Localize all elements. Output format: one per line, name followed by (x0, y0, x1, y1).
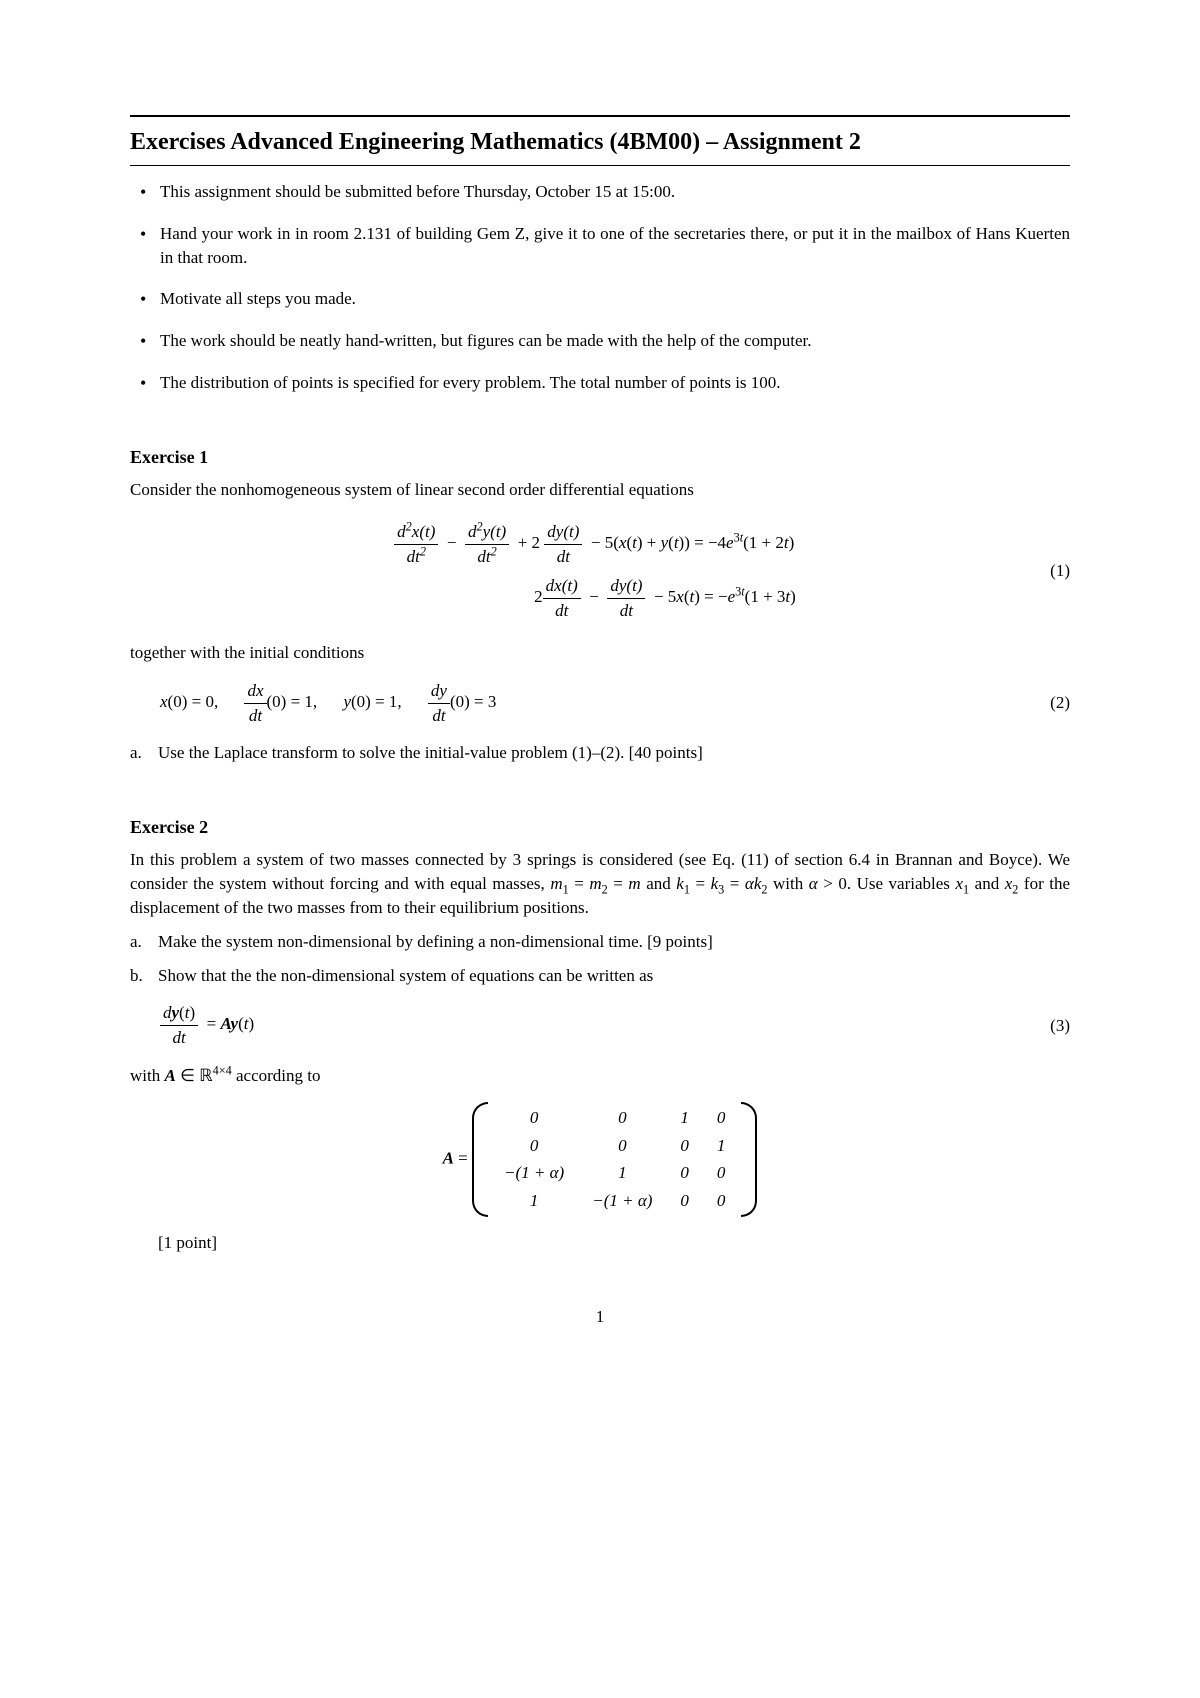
matrix-cell: 0 (490, 1104, 578, 1132)
matrix-cell: 1 (490, 1187, 578, 1215)
equation-2: x(0) = 0, dxdt(0) = 1, y(0) = 1, dydt(0)… (130, 679, 1070, 728)
part-text: Make the system non-dimensional by defin… (158, 932, 713, 951)
exercise-1-heading: Exercise 1 (130, 445, 1070, 470)
equation-1: d2x(t)dt2 − d2y(t)dt2 + 2 dy(t)dt − 5(x(… (130, 516, 1070, 627)
document-page: Exercises Advanced Engineering Mathemati… (0, 0, 1200, 1698)
after-eq3-suffix: according to (236, 1066, 321, 1085)
exercise-1-after-eq1: together with the initial conditions (130, 641, 1070, 665)
matrix-cell: 0 (666, 1187, 703, 1215)
list-item: The distribution of points is specified … (160, 371, 1070, 395)
page-title: Exercises Advanced Engineering Mathemati… (130, 127, 1070, 157)
matrix-cell: 0 (703, 1159, 740, 1187)
matrix-cell: 0 (666, 1132, 703, 1160)
part-label: a. (130, 741, 142, 765)
exercise-2-part-b: b. Show that the the non-dimensional sys… (130, 964, 1070, 988)
equation-2-label: (2) (1030, 691, 1070, 715)
list-item: Motivate all steps you made. (160, 287, 1070, 311)
matrix-cell: 0 (578, 1104, 666, 1132)
part-label: a. (130, 930, 142, 954)
exercise-2-heading: Exercise 2 (130, 815, 1070, 840)
matrix-cell: 0 (703, 1104, 740, 1132)
matrix-equation: A = 0010 0001 −(1 + α)100 1−(1 + α)00 (130, 1096, 1070, 1223)
equation-3-body: dy(t)dt = Ay(t) (130, 1001, 1030, 1050)
matrix-A: 0010 0001 −(1 + α)100 1−(1 + α)00 (490, 1104, 739, 1215)
equation-1-body: d2x(t)dt2 − d2y(t)dt2 + 2 dy(t)dt − 5(x(… (130, 516, 1030, 627)
matrix-cell: −(1 + α) (578, 1187, 666, 1215)
title-underline-rule (130, 165, 1070, 166)
equation-3-label: (3) (1030, 1014, 1070, 1038)
part-text: Show that the the non-dimensional system… (158, 966, 653, 985)
matrix-cell: 0 (490, 1132, 578, 1160)
page-number: 1 (130, 1305, 1070, 1329)
matrix-cell: 1 (578, 1159, 666, 1187)
exercise-2-part-b-points: [1 point] (130, 1231, 1070, 1255)
equation-2-body: x(0) = 0, dxdt(0) = 1, y(0) = 1, dydt(0)… (130, 679, 1030, 728)
exercise-1-intro: Consider the nonhomogeneous system of li… (130, 478, 1070, 502)
matrix-cell: 0 (578, 1132, 666, 1160)
equation-1-label: (1) (1030, 559, 1070, 583)
matrix-cell: 0 (703, 1187, 740, 1215)
matrix-cell: 1 (666, 1104, 703, 1132)
instruction-list: This assignment should be submitted befo… (130, 180, 1070, 395)
matrix-cell: 0 (666, 1159, 703, 1187)
equation-3: dy(t)dt = Ay(t) (3) (130, 1001, 1070, 1050)
list-item: This assignment should be submitted befo… (160, 180, 1070, 204)
top-rule (130, 115, 1070, 117)
list-item: The work should be neatly hand-written, … (160, 329, 1070, 353)
exercise-2-intro: In this problem a system of two masses c… (130, 848, 1070, 919)
part-text: Use the Laplace transform to solve the i… (158, 743, 703, 762)
list-item: Hand your work in in room 2.131 of build… (160, 222, 1070, 270)
exercise-2-after-eq3: with A ∈ ℝ4×4 according to (130, 1064, 1070, 1088)
matrix-cell: −(1 + α) (490, 1159, 578, 1187)
exercise-1-part-a: a. Use the Laplace transform to solve th… (130, 741, 1070, 765)
exercise-2-part-a: a. Make the system non-dimensional by de… (130, 930, 1070, 954)
after-eq3-prefix: with (130, 1066, 160, 1085)
matrix-cell: 1 (703, 1132, 740, 1160)
part-label: b. (130, 964, 143, 988)
